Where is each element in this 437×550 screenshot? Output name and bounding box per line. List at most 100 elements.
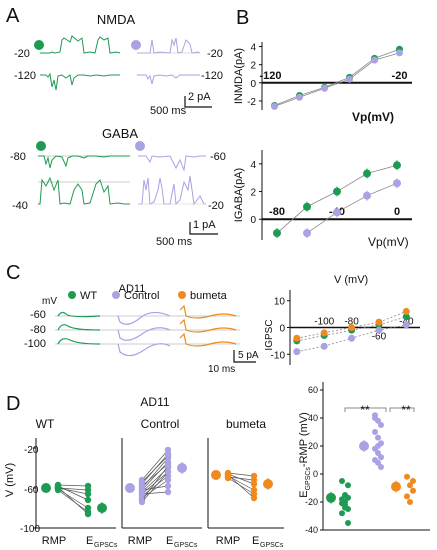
- group-title-wt: WT: [36, 417, 55, 431]
- dot-point: [378, 422, 384, 428]
- x-rmp-3: RMP: [216, 535, 240, 547]
- ytick-d-2: -60: [24, 485, 39, 496]
- d-e-point: [250, 494, 258, 502]
- dot-point: [345, 506, 351, 512]
- x-e-sub-3: GPSCs: [260, 542, 284, 549]
- b1-fit-line: [274, 52, 400, 107]
- nmda-scale-bar: [184, 96, 212, 108]
- d-rmp-mean: [211, 470, 221, 480]
- dot-mean: [359, 441, 369, 451]
- b1-point: [271, 102, 278, 110]
- trace-vp-3: -100: [24, 338, 46, 350]
- gaba-right-vp-1: -60: [210, 151, 226, 163]
- x-e-2: E: [166, 535, 173, 547]
- b2-point: [303, 202, 311, 211]
- trace-vp-1: -60: [30, 309, 46, 321]
- legend-wt-label: WT: [80, 290, 97, 302]
- gaba-left-vp-1: -80: [10, 151, 26, 163]
- dot-ytick-label: 40: [308, 413, 318, 423]
- panel-c-scale-bar: [233, 350, 256, 363]
- c-point: [320, 329, 328, 337]
- b2-ytick-label: 0: [250, 215, 256, 226]
- b2-ytick-label: 2: [250, 188, 256, 199]
- mv-unit-label: mV: [42, 296, 57, 307]
- d-e-point: [84, 482, 92, 490]
- panel-c-scale-time: 10 ms: [208, 364, 235, 375]
- legend-control-marker: [112, 291, 120, 299]
- gaba-control-traces: [138, 155, 206, 206]
- nmda-wt-marker: [34, 40, 44, 50]
- gaba-left-vp-2: -40: [12, 200, 28, 212]
- d-e-point: [164, 488, 172, 496]
- d-pair-line: [227, 474, 255, 499]
- b1-point: [396, 49, 403, 57]
- dot-ytick-label: 20: [308, 441, 318, 451]
- d-pair-line: [141, 457, 169, 489]
- sig-bracket-1: [344, 407, 387, 412]
- x-e-1: E: [86, 535, 93, 547]
- b1-point: [346, 75, 353, 83]
- b1-xlabel: Vp(mV): [352, 110, 394, 124]
- d-pair-line: [57, 488, 89, 509]
- c-xtick-label: -60: [372, 332, 387, 343]
- d-rmp-point: [138, 498, 146, 506]
- dot-point: [407, 482, 413, 489]
- d-rmp-point: [138, 478, 146, 486]
- c-ytick-label: 0: [279, 324, 285, 335]
- dot-point: [342, 492, 348, 498]
- dot-ytick-label: -40: [305, 525, 318, 535]
- d-e-point: [164, 482, 172, 490]
- panel-label-a: A: [6, 5, 20, 27]
- sig-bracket-2: [389, 407, 415, 412]
- c-ytick-label: -10: [271, 350, 286, 361]
- b2-point: [393, 161, 401, 170]
- dot-point: [375, 434, 381, 441]
- c-point: [293, 334, 301, 342]
- dot-point: [345, 520, 351, 526]
- d-e-point: [250, 476, 258, 484]
- d-e-point: [84, 490, 92, 498]
- dot-point: [378, 464, 384, 470]
- d-pair-line: [227, 475, 255, 491]
- c-point: [320, 342, 328, 350]
- dot-ytick-label: -20: [305, 497, 318, 507]
- gaba-right-vp-2: -20: [208, 200, 224, 212]
- b2-xlabel: Vp(mV): [368, 235, 409, 249]
- dot-ytick-label: 60: [308, 385, 318, 395]
- c-point: [375, 326, 383, 334]
- gaba-iv-plot: 420-80-400Vp(mV)IGABA(pA): [233, 150, 412, 249]
- d-e-point: [164, 452, 172, 460]
- c-point: [402, 307, 410, 315]
- b1-ylabel: INMDA(pA): [233, 48, 245, 104]
- d-e-point: [164, 468, 172, 476]
- d-pair-line: [227, 473, 255, 485]
- d-pair-line: [227, 477, 255, 495]
- b1-ytick-label: 0: [250, 79, 256, 90]
- d-pair-line: [57, 484, 89, 487]
- b1-point: [371, 56, 378, 64]
- b1-ytick-label: -2: [247, 97, 256, 108]
- ytick-d-1: -20: [24, 445, 39, 456]
- b2-fit-line: [276, 164, 398, 234]
- dot-point: [410, 487, 416, 494]
- b2-point: [333, 187, 341, 196]
- c-ylabel: IGPSC: [264, 319, 275, 350]
- b1-point: [321, 84, 328, 92]
- panel-label-d: D: [6, 393, 20, 415]
- gpsc-iv-plot: 100-10-100-80-60-40V (mV)IGPSC: [264, 274, 420, 365]
- legend-wt-marker: [68, 291, 76, 299]
- c-fit-line: [296, 316, 407, 342]
- x-rmp-1: RMP: [42, 535, 66, 547]
- dot-point: [407, 499, 413, 505]
- c-fit-line: [296, 311, 407, 339]
- d-rmp-point: [224, 473, 232, 481]
- legend-bumeta-label: bumeta: [190, 290, 228, 302]
- trace-vp-2: -80: [30, 324, 46, 336]
- d-e-mean: [263, 479, 273, 489]
- d-pair-line: [227, 472, 255, 477]
- dot-point: [404, 473, 410, 480]
- b2-ylabel: IGABA(pA): [233, 168, 245, 222]
- c-ytick-label: 10: [274, 297, 286, 308]
- c-point: [402, 321, 410, 329]
